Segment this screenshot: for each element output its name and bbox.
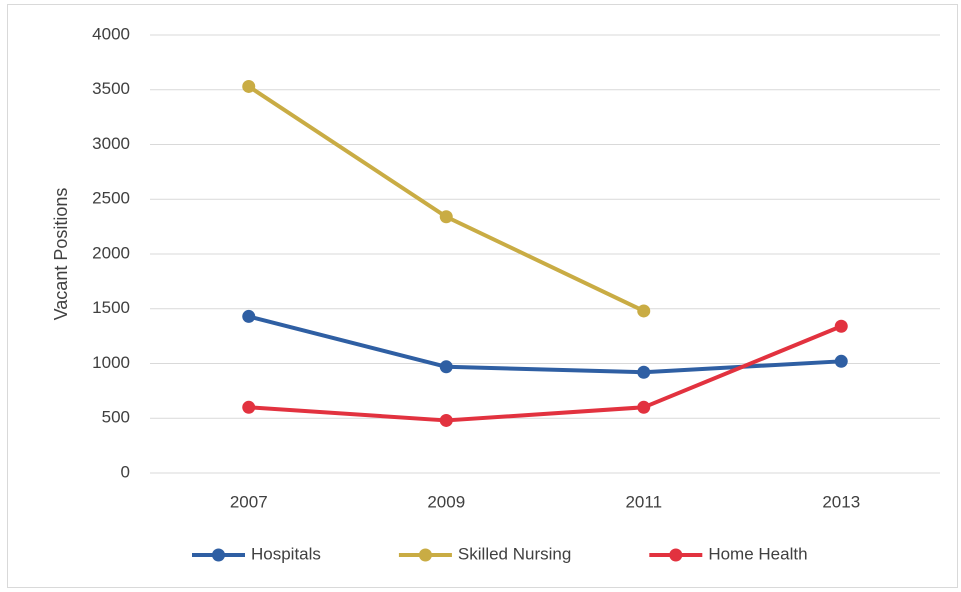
point-marker xyxy=(439,360,453,374)
y-tick-label: 1500 xyxy=(92,298,130,317)
legend-label: Hospitals xyxy=(251,544,321,563)
point-marker xyxy=(637,304,651,318)
series-line xyxy=(248,324,843,423)
point-marker xyxy=(834,319,848,333)
point-marker xyxy=(242,309,256,323)
y-tick-label: 0 xyxy=(121,462,130,481)
point-marker xyxy=(439,210,453,224)
point-marker xyxy=(637,365,651,379)
legend-marker xyxy=(418,548,432,562)
legend-label: Home Health xyxy=(708,544,807,563)
legend-marker xyxy=(669,548,683,562)
y-axis-label: Vacant Positions xyxy=(51,188,71,321)
chart-frame xyxy=(7,4,958,588)
y-tick-label: 2500 xyxy=(92,189,130,208)
y-tick-label: 2000 xyxy=(92,243,130,262)
point-marker xyxy=(242,79,256,93)
point-marker xyxy=(637,400,651,414)
y-tick-label: 4000 xyxy=(92,24,130,43)
y-tick-label: 500 xyxy=(102,408,130,427)
point-marker xyxy=(439,413,453,427)
x-tick-label: 2011 xyxy=(625,492,662,511)
legend-label: Skilled Nursing xyxy=(458,544,571,563)
point-marker xyxy=(834,354,848,368)
legend-marker xyxy=(212,548,225,562)
y-tick-label: 3500 xyxy=(92,79,130,98)
y-tick-label: 3000 xyxy=(92,134,130,153)
x-tick-label: 2013 xyxy=(822,492,860,511)
y-tick-label: 1000 xyxy=(92,353,130,372)
x-tick-label: 2009 xyxy=(427,492,465,511)
x-tick-label: 2007 xyxy=(230,492,268,511)
point-marker xyxy=(242,400,256,414)
